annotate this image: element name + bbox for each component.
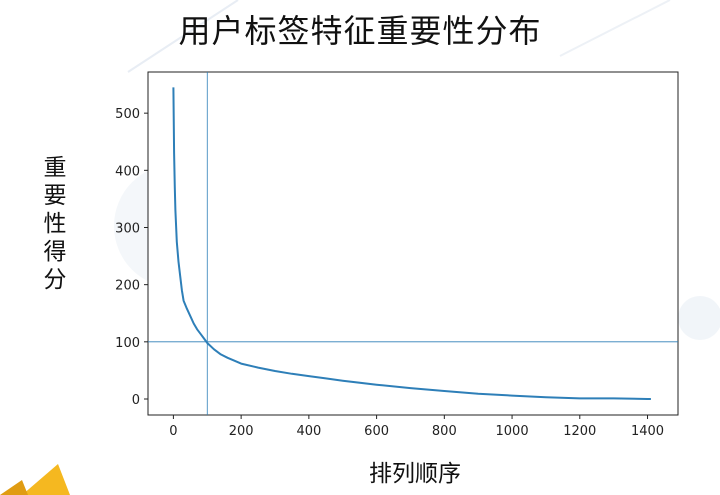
y-axis-label: 重要性得分 xyxy=(40,154,70,294)
x-tick-label: 0 xyxy=(169,424,177,439)
x-tick-label: 200 xyxy=(229,424,254,439)
x-tick-label: 400 xyxy=(296,424,321,439)
page-title: 用户标签特征重要性分布 xyxy=(178,12,542,50)
x-tick-label: 1400 xyxy=(631,424,664,439)
y-axis-label-char: 性 xyxy=(43,211,67,237)
importance-curve xyxy=(172,87,651,400)
y-tick-label: 200 xyxy=(115,279,140,294)
y-tick-label: 100 xyxy=(115,336,140,351)
y-tick-label: 400 xyxy=(115,164,140,179)
y-tick-label: 0 xyxy=(132,393,140,408)
y-axis-label-char: 重 xyxy=(43,155,67,181)
x-tick-label: 800 xyxy=(432,424,457,439)
y-tick-label: 300 xyxy=(115,221,140,236)
plot-frame xyxy=(147,71,679,416)
x-tick-label: 600 xyxy=(364,424,389,439)
x-tick-label: 1200 xyxy=(563,424,596,439)
y-tick-label: 500 xyxy=(115,107,140,122)
x-tick-label: 1000 xyxy=(496,424,529,439)
y-axis-label-char: 要 xyxy=(43,183,67,209)
x-axis-label: 排列顺序 xyxy=(369,461,461,487)
logo-shape xyxy=(22,464,70,495)
y-axis-label-char: 分 xyxy=(43,267,67,293)
y-axis-label-char: 得 xyxy=(43,239,67,265)
